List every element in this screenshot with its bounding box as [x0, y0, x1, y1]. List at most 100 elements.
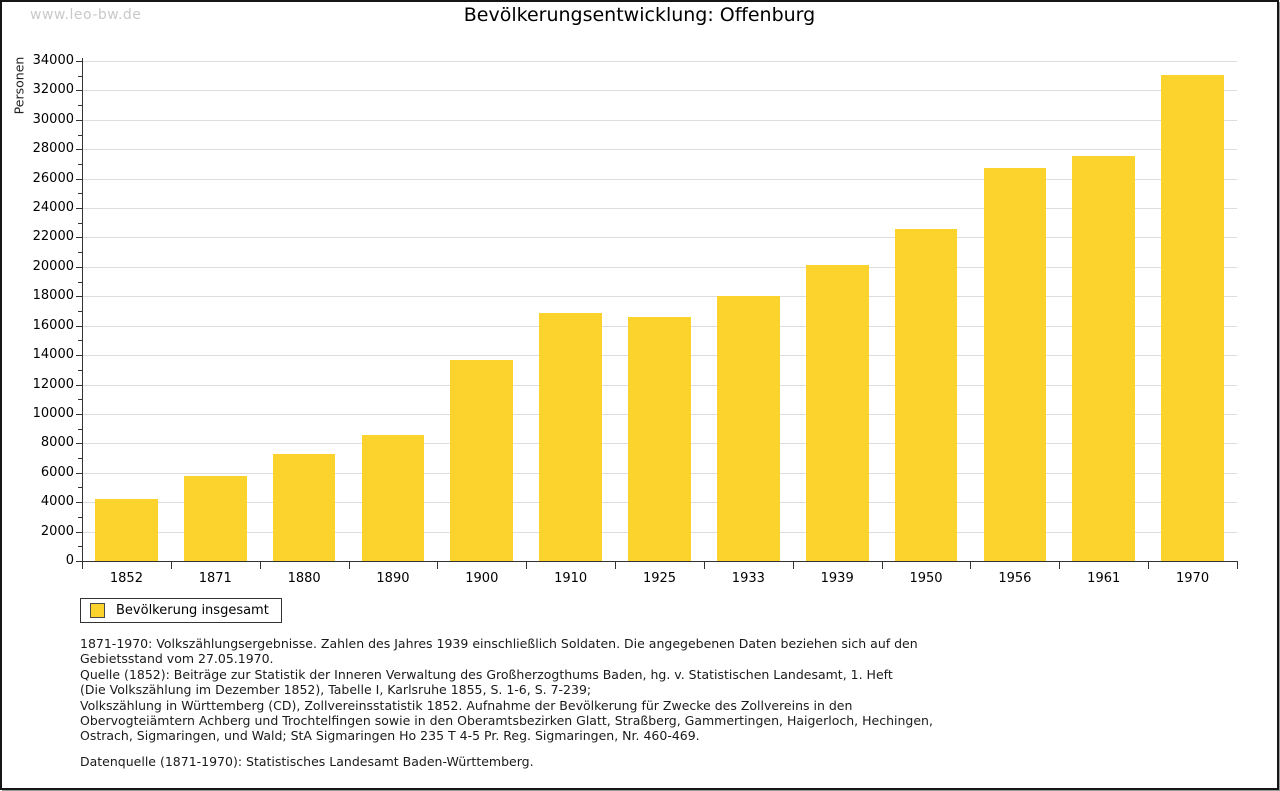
- gridline-20000: [83, 266, 1237, 268]
- y-tick-26000: [76, 178, 82, 180]
- y-tick-17000: [78, 311, 82, 312]
- x-boundary-tick-9: [881, 561, 883, 569]
- y-tick-4000: [76, 502, 82, 504]
- footnote-line-1: 1871-1970: Volkszählungsergebnisse. Zahl…: [80, 636, 918, 651]
- y-tick-1000: [78, 546, 82, 548]
- y-tick-28000: [76, 149, 82, 151]
- gridline-34000: [83, 61, 1237, 62]
- x-boundary-tick-2: [259, 561, 261, 569]
- x-boundary-tick-6: [615, 561, 617, 569]
- y-tick-label-34000: 34000: [32, 53, 74, 68]
- y-tick-22000: [76, 237, 82, 239]
- x-tick-label-1950: 1950: [909, 571, 943, 586]
- y-tick-label-12000: 12000: [32, 376, 74, 392]
- data-source-line: Datenquelle (1871-1970): Statistisches L…: [80, 753, 534, 769]
- x-boundary-tick-0: [82, 561, 83, 569]
- y-tick-label-22000: 22000: [32, 229, 74, 245]
- x-boundary-tick-8: [792, 561, 794, 569]
- y-tick-label-32000: 32000: [32, 82, 74, 98]
- gridline-24000: [83, 208, 1237, 210]
- bar-1956: [983, 167, 1047, 561]
- y-tick-30000: [76, 119, 82, 121]
- y-tick-7000: [78, 458, 82, 460]
- y-tick-33000: [78, 75, 82, 77]
- footnotes: 1871-1970: Volkszählungsergebnisse. Zahl…: [80, 636, 1230, 769]
- gridline-26000: [83, 178, 1237, 180]
- y-tick-2000: [76, 531, 82, 533]
- gridline-22000: [83, 237, 1237, 239]
- gridline-32000: [83, 90, 1237, 92]
- x-boundary-tick-10: [970, 561, 972, 569]
- x-boundary-tick-4: [437, 561, 439, 569]
- bar-1961: [1072, 155, 1136, 561]
- y-tick-label-0: 0: [65, 553, 74, 568]
- footnote-line-6: Obervogteiämtern Achberg und Trochtelfin…: [80, 713, 933, 729]
- footnote-line-4: (Die Volkszählung im Dezember 1852), Tab…: [80, 682, 592, 698]
- y-tick-label-16000: 16000: [32, 317, 74, 333]
- gridline-18000: [83, 296, 1237, 298]
- y-tick-label-2000: 2000: [40, 523, 74, 539]
- y-tick-8000: [76, 443, 82, 445]
- y-tick-label-10000: 10000: [32, 405, 74, 421]
- y-tick-label-30000: 30000: [32, 111, 74, 127]
- y-tick-21000: [78, 252, 82, 254]
- y-tick-10000: [76, 413, 82, 415]
- y-tick-14000: [76, 355, 82, 357]
- x-tick-label-1852: 1852: [109, 571, 143, 586]
- y-tick-31000: [78, 105, 82, 107]
- y-tick-34000: [76, 61, 82, 62]
- y-tick-label-4000: 4000: [40, 494, 74, 510]
- y-tick-29000: [78, 134, 82, 136]
- x-boundary-tick-5: [526, 561, 528, 569]
- bar-1933: [716, 295, 780, 561]
- gridline-30000: [83, 119, 1237, 121]
- y-tick-label-14000: 14000: [32, 347, 74, 363]
- bar-1910: [539, 313, 602, 561]
- y-tick-9000: [78, 428, 82, 430]
- y-tick-18000: [76, 296, 82, 298]
- y-tick-15000: [78, 340, 82, 342]
- x-tick-label-1910: 1910: [554, 571, 588, 586]
- y-tick-label-20000: 20000: [32, 258, 74, 274]
- footnote-line-2: Gebietsstand vom 27.05.1970.: [80, 651, 274, 667]
- y-tick-label-26000: 26000: [32, 170, 74, 186]
- legend-swatch-icon: [90, 603, 105, 618]
- x-boundary-tick-13: [1237, 561, 1238, 569]
- footnote-line-7: Ostrach, Sigmaringen, und Wald; StA Sigm…: [80, 728, 700, 744]
- y-tick-16000: [76, 325, 82, 327]
- footnote-lines: 1871-1970: Volkszählungsergebnisse. Zahl…: [80, 636, 1230, 744]
- gridline-28000: [83, 149, 1237, 151]
- bar-1939: [805, 264, 869, 561]
- bar-1890: [361, 434, 425, 561]
- x-tick-label-1900: 1900: [465, 571, 499, 586]
- x-boundary-tick-11: [1059, 561, 1061, 569]
- page-title: Bevölkerungsentwicklung: Offenburg: [463, 4, 816, 26]
- x-tick-label-1970: 1970: [1176, 571, 1210, 586]
- x-tick-label-1933: 1933: [731, 571, 765, 586]
- bar-1970: [1161, 74, 1224, 561]
- y-tick-5000: [78, 487, 82, 489]
- y-tick-32000: [76, 90, 82, 92]
- y-tick-27000: [78, 163, 82, 165]
- x-tick-label-1939: 1939: [820, 571, 854, 586]
- y-tick-3000: [78, 516, 82, 518]
- watermark: www.leo-bw.de: [30, 7, 142, 23]
- bar-1950: [894, 229, 958, 561]
- x-boundary-tick-12: [1148, 561, 1150, 569]
- y-axis-line: [82, 58, 83, 562]
- x-boundary-tick-3: [348, 561, 350, 569]
- y-tick-11000: [78, 399, 82, 401]
- bar-1900: [450, 360, 514, 561]
- x-tick-label-1925: 1925: [642, 571, 677, 586]
- x-boundary-tick-7: [703, 561, 705, 569]
- plot-area: 0 2000 4000 6000 8000 10000 12000 14000 16000 180…: [33, 53, 1238, 586]
- x-tick-label-1961: 1961: [1087, 571, 1121, 586]
- y-tick-label-8000: 8000: [40, 435, 74, 451]
- y-tick-24000: [76, 208, 82, 210]
- legend-label: Bevölkerung insgesamt: [116, 603, 269, 618]
- y-tick-label-18000: 18000: [32, 288, 74, 304]
- x-tick-label-1890: 1890: [376, 571, 410, 586]
- y-tick-25000: [78, 193, 82, 195]
- bar-1880: [272, 453, 336, 561]
